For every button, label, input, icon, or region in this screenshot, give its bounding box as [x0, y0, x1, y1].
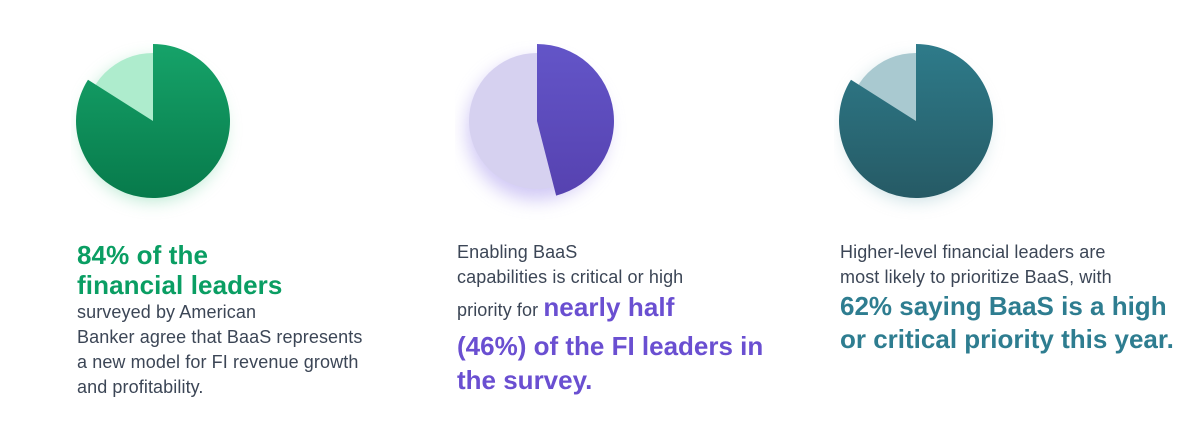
body-line: most likely to prioritize BaaS, with	[840, 267, 1112, 287]
highlight-line: financial leaders	[77, 270, 283, 300]
highlight-inline-text: nearly half	[543, 292, 675, 322]
highlight-line: or critical priority this year.	[840, 324, 1174, 354]
body-line: surveyed by American	[77, 302, 257, 322]
stat-highlight-teal: 62% saying BaaS is a high or critical pr…	[840, 290, 1192, 356]
stat-body-purple: Enabling BaaS capabilities is critical o…	[457, 240, 755, 290]
body-line: a new model for FI revenue growth	[77, 352, 359, 372]
stat-body-green: surveyed by American Banker agree that B…	[77, 300, 372, 400]
highlight-line: 62% saying BaaS is a high	[840, 291, 1167, 321]
stat-card-teal: Higher-level financial leaders are most …	[763, 0, 1200, 437]
pie-chart-62-percent	[839, 44, 994, 200]
highlight-line: the survey.	[457, 365, 593, 395]
body-line: capabilities is critical or high	[457, 267, 684, 287]
pie-chart-46-percent	[467, 44, 614, 200]
body-line: Higher-level financial leaders are	[840, 242, 1106, 262]
highlight-line: 84% of the	[77, 240, 209, 270]
stat-body-teal: Higher-level financial leaders are most …	[840, 240, 1192, 290]
stat-highlight-purple: (46%) of the FI leaders in the survey.	[457, 329, 764, 397]
stat-caption-purple: Enabling BaaS capabilities is critical o…	[457, 240, 764, 397]
stat-highlight-green: 84% of the financial leaders	[77, 240, 372, 300]
highlight-line: (46%) of the FI leaders in	[457, 331, 764, 361]
stat-caption-green: 84% of the financial leaders surveyed by…	[77, 240, 372, 400]
body-line: Enabling BaaS	[457, 242, 578, 262]
body-line: and profitability.	[77, 377, 204, 397]
stat-card-purple: Enabling BaaS capabilities is critical o…	[380, 0, 763, 437]
stat-caption-teal: Higher-level financial leaders are most …	[840, 240, 1192, 356]
body-line: Banker agree that BaaS represents	[77, 327, 363, 347]
body-inline-text: priority for	[457, 300, 544, 320]
mixed-line: priority for nearly half	[457, 290, 755, 329]
stat-card-green: 84% of the financial leaders surveyed by…	[0, 0, 380, 437]
pie-chart-84-percent	[76, 44, 231, 200]
